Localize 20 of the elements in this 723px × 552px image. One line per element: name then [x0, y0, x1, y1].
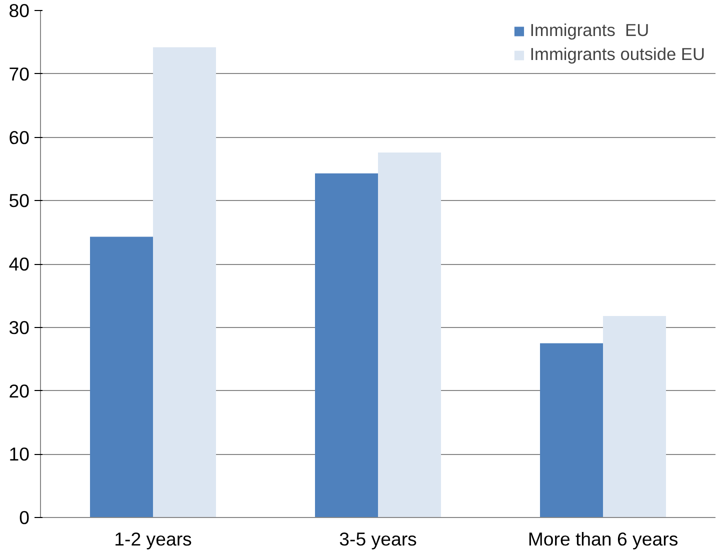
y-tick-label: 30 [8, 316, 30, 338]
y-tick-label: 60 [8, 126, 30, 148]
x-tick-label: 3-5 years [339, 528, 417, 550]
y-tick-label: 10 [8, 444, 30, 465]
y-tick-label: 50 [8, 190, 30, 212]
y-tick-label: 70 [8, 63, 30, 84]
bar [90, 236, 153, 518]
bar [540, 343, 603, 518]
y-tick-label: 20 [8, 380, 30, 402]
y-tick-label: 40 [8, 254, 30, 274]
legend-label: Immigrants outside EU [530, 44, 705, 65]
bar [153, 47, 216, 518]
bar [378, 152, 441, 518]
x-tick-label: More than 6 years [528, 528, 678, 550]
y-tick-label: 0 [19, 507, 30, 528]
x-tick-label: 1-2 years [114, 528, 192, 550]
y-tick-label: 80 [8, 0, 30, 21]
bar [315, 173, 378, 518]
bar [603, 316, 666, 518]
legend-label: Immigrants EU [530, 20, 650, 41]
